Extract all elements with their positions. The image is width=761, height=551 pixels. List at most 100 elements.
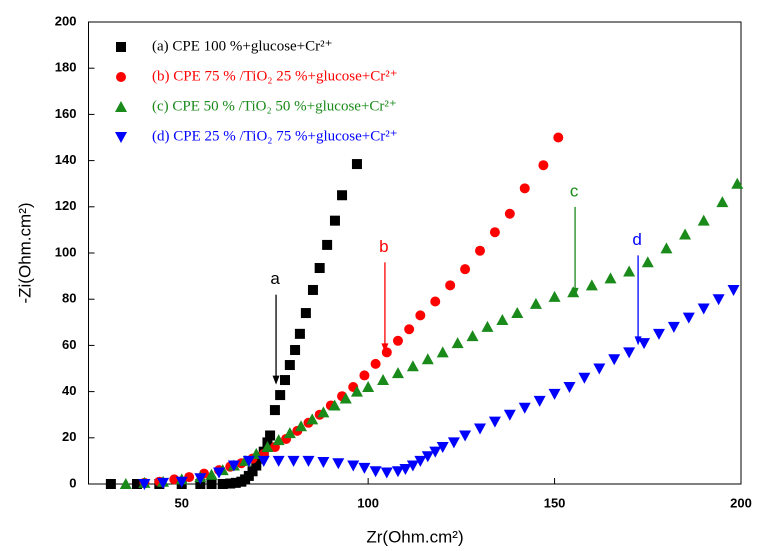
marker [247, 466, 258, 477]
marker [563, 381, 576, 393]
marker [585, 279, 598, 291]
marker [314, 263, 325, 274]
marker [217, 479, 228, 489]
marker [641, 256, 654, 268]
marker [138, 479, 151, 490]
marker [119, 478, 132, 489]
y-tick-label: 100 [55, 244, 77, 259]
marker [682, 312, 695, 324]
x-tick-label: 100 [357, 495, 379, 510]
annotation-arrowhead [381, 343, 389, 353]
marker [623, 265, 636, 277]
marker [369, 466, 382, 478]
marker [284, 360, 295, 371]
marker [272, 434, 285, 446]
marker [415, 310, 426, 321]
marker [474, 423, 486, 435]
marker [496, 313, 509, 325]
marker [414, 455, 427, 467]
marker [328, 399, 341, 411]
marker [105, 479, 116, 489]
marker [380, 467, 393, 479]
marker [638, 338, 651, 350]
marker [251, 460, 262, 471]
marker [115, 132, 127, 143]
marker [391, 367, 404, 379]
marker [332, 458, 345, 470]
marker [727, 284, 740, 296]
marker [660, 242, 673, 254]
marker [475, 245, 485, 256]
marker [608, 354, 621, 366]
annotation-label: d [632, 230, 641, 249]
y-tick-label: 20 [62, 429, 76, 444]
marker [294, 328, 305, 339]
marker [430, 296, 441, 307]
marker [337, 190, 348, 201]
marker [451, 337, 464, 349]
marker [489, 227, 500, 238]
marker [731, 177, 744, 189]
marker [115, 101, 127, 112]
marker [205, 468, 218, 480]
marker [553, 132, 564, 143]
marker [184, 472, 195, 483]
marker [421, 353, 434, 365]
marker [716, 196, 729, 208]
marker [466, 330, 479, 342]
marker [529, 297, 542, 309]
marker [712, 294, 725, 306]
annotation-label: b [379, 237, 388, 256]
marker [481, 320, 494, 332]
y-tick-label: 40 [62, 383, 76, 398]
marker [447, 437, 460, 449]
marker [652, 328, 665, 340]
marker [377, 374, 390, 386]
marker [436, 442, 449, 454]
marker [275, 390, 286, 401]
y-tick-label: 160 [55, 106, 77, 121]
marker [538, 160, 549, 171]
marker [358, 462, 371, 474]
marker [459, 430, 472, 442]
marker [697, 303, 710, 315]
marker [225, 478, 236, 489]
marker [295, 420, 308, 432]
x-tick-label: 150 [544, 495, 566, 510]
y-tick-label: 200 [55, 13, 77, 28]
marker [533, 395, 546, 407]
marker [317, 406, 330, 418]
marker [604, 272, 617, 284]
legend-label: (a) CPE 100 %+glucose+Cr²⁺ [152, 38, 333, 54]
marker [116, 72, 126, 82]
marker [206, 479, 217, 489]
y-tick-label: 120 [55, 198, 77, 213]
y-axis-label: -Zi(Ohm.cm²) [15, 202, 34, 303]
marker [269, 405, 280, 416]
marker [230, 477, 241, 488]
marker [131, 479, 142, 489]
marker [350, 385, 363, 397]
x-tick-label: 50 [174, 495, 188, 510]
marker [679, 228, 692, 240]
marker [194, 473, 207, 485]
marker [227, 460, 240, 472]
marker [406, 460, 419, 472]
marker [667, 321, 680, 333]
y-tick-label: 140 [55, 152, 77, 167]
marker [175, 476, 188, 488]
marker [300, 308, 311, 319]
marker [519, 183, 530, 194]
marker [265, 430, 276, 441]
marker [257, 455, 270, 467]
marker [593, 363, 606, 375]
marker [287, 455, 300, 467]
marker [460, 264, 471, 275]
marker [391, 466, 404, 478]
y-tick-label: 180 [55, 60, 77, 75]
marker [436, 346, 449, 358]
y-tick-label: 0 [69, 475, 76, 490]
marker [548, 290, 561, 302]
marker [623, 347, 636, 359]
